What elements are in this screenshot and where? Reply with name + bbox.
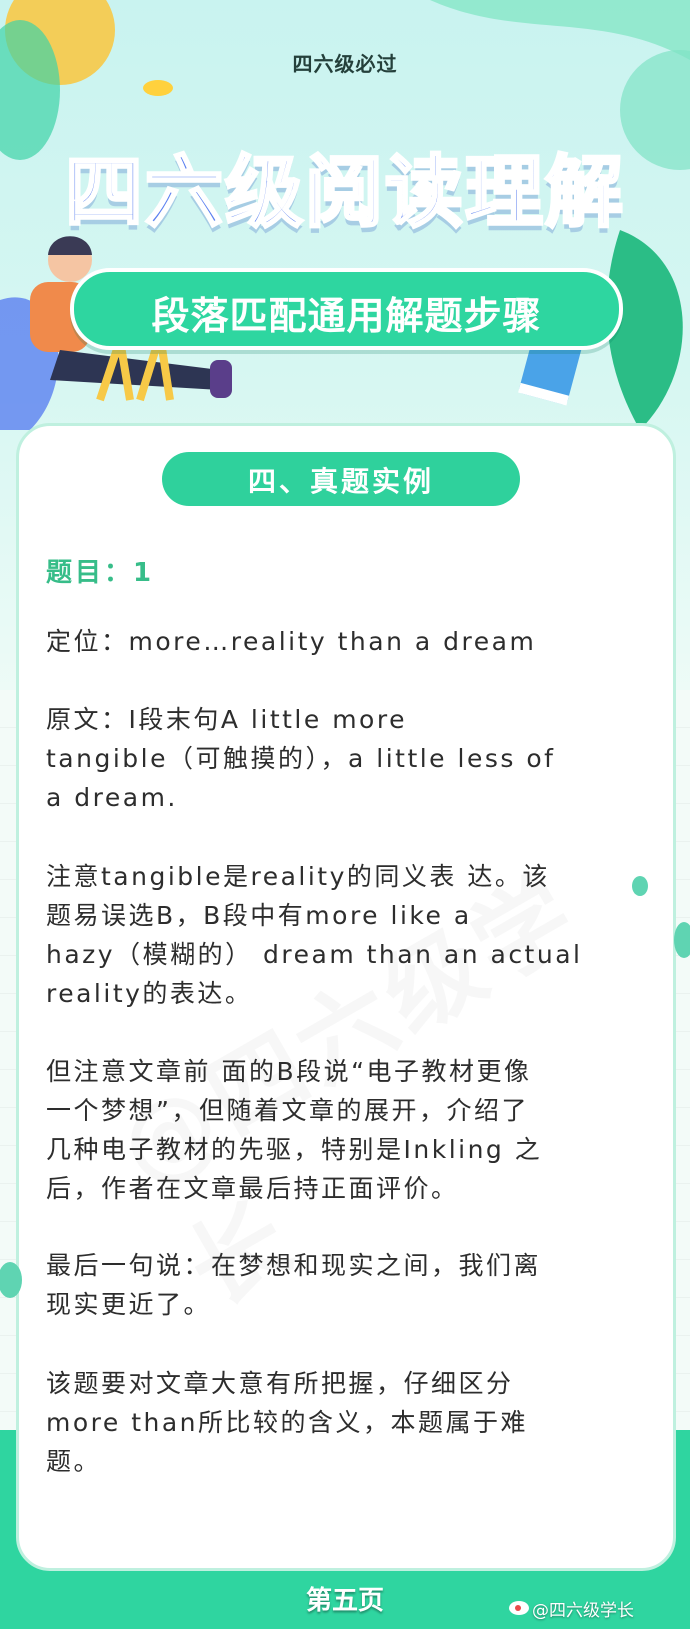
person-shoe [210,360,232,398]
text-line: 原文：I段末句A little more [46,705,407,734]
site-tag: 四六级必过 [292,52,398,76]
text-line: 该题要对文章大意有所把握，仔细区分 [46,1369,514,1398]
person-hair [48,236,92,255]
dot-right [632,876,648,896]
weibo-icon [509,1601,529,1615]
text-line: 后，作者在文章最后持正面评价。 [46,1174,459,1203]
side-dots [0,876,690,1298]
page-title: 四六级阅读理解 [63,147,625,240]
section-heading: 四、真题实例 [247,465,434,498]
dot-right-2 [674,922,690,958]
text-line: a dream. [46,783,178,812]
text-line: 题。 [46,1447,102,1476]
text-line: 一个梦想”，但随着文章的展开，介绍了 [46,1096,529,1125]
text-line: tangible（可触摸的），a little less of [46,744,556,773]
page-number: 第五页 [305,1586,384,1616]
question-title: 题目：1 [46,558,155,588]
paragraph-analysis: 但注意文章前 面的B段说“电子教材更像 一个梦想”，但随着文章的展开，介绍了 几… [46,1052,646,1208]
person-legs [50,350,220,390]
subtitle-pill: 段落匹配通用解题步骤 [70,268,623,350]
leaf-decoration-top-left-2 [0,20,60,160]
leaf-decoration-top-mid [143,80,173,96]
paragraph-original: 原文：I段末句A little more tangible（可触摸的），a li… [46,700,646,817]
text-line: 注意tangible是reality的同义表 达。该 [46,862,550,891]
text-line: 定位：more…reality than a dream [46,627,537,656]
paragraph-note: 注意tangible是reality的同义表 达。该 题易误选B，B段中有mor… [46,857,646,1013]
text-line: 题易误选B，B段中有more like a [46,901,472,930]
paragraph-conclusion: 该题要对文章大意有所把握，仔细区分 more than所比较的含义，本题属于难 … [46,1364,646,1481]
content-card [16,423,676,1571]
dot-left [0,1262,22,1298]
leaf-right [606,230,683,430]
paragraph-last-sentence: 最后一句说：在梦想和现实之间，我们离 现实更近了。 [46,1246,646,1324]
subtitle-text: 段落匹配通用解题步骤 [151,294,542,338]
person-illustration [30,236,232,402]
weibo-handle: @四六级学长 [532,1601,634,1621]
text-line: 但注意文章前 面的B段说“电子教材更像 [46,1057,532,1086]
text-line: 几种电子教材的先驱，特别是Inkling 之 [46,1135,543,1164]
wave-top-right [430,0,690,60]
text-line: 最后一句说：在梦想和现实之间，我们离 [46,1251,542,1280]
text-line: 现实更近了。 [46,1290,212,1319]
circle-right [620,50,690,170]
section-heading-pill: 四、真题实例 [162,452,520,506]
text-line: hazy（模糊的） dream than an actual [46,940,583,969]
book-spine [518,382,569,406]
text-line: more than所比较的含义，本题属于难 [46,1408,529,1437]
text-line: reality的表达。 [46,979,253,1008]
paragraph-location: 定位：more…reality than a dream [46,622,646,661]
